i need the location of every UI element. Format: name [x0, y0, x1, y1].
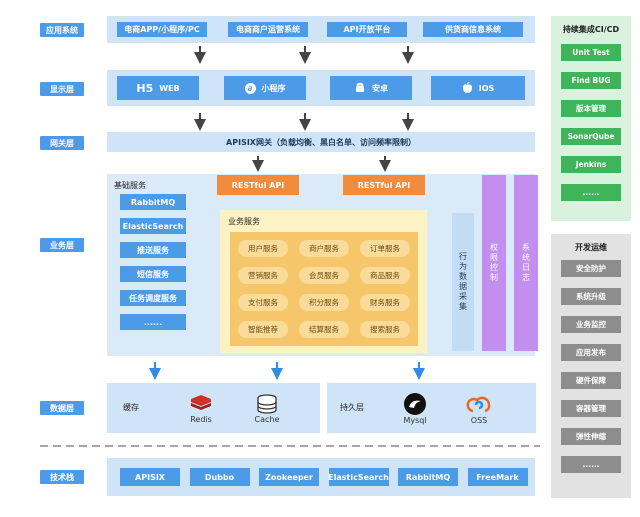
gateway-text: APISIX网关（负载均衡、黑白名单、访问频率限制） — [226, 137, 416, 147]
system-log-bar: 系统日志 — [514, 175, 538, 351]
app-open-api: API开放平台 — [327, 22, 407, 37]
display-ios-label: IOS — [478, 83, 495, 93]
base-service-item: RabbitMQ — [120, 194, 186, 210]
layer-label-display: 显示层 — [40, 82, 84, 96]
redis-icon — [188, 393, 214, 415]
layer-label-app: 应用系统 — [40, 23, 84, 37]
biz-services-title: 业务服务 — [228, 217, 260, 226]
base-service-item: ElasticSearch — [120, 218, 186, 234]
biz-service-item: 商品服务 — [360, 267, 410, 284]
restful-api-left-chip: RESTful API — [217, 175, 299, 195]
cache-title: 缓存 — [123, 403, 139, 412]
cicd-title: 持续集成CI/CD — [562, 24, 620, 34]
biz-service-item: 营销服务 — [238, 267, 288, 284]
tech-stack-item: Dubbo — [189, 468, 250, 486]
ops-item: ...... — [561, 456, 621, 473]
display-web-label: WEB — [159, 83, 180, 93]
restful-api-right-chip: RESTful API — [343, 175, 425, 195]
ops-item: 硬件保障 — [561, 372, 621, 389]
base-service-item: 短信服务 — [120, 266, 186, 282]
app-supplier: 供货商信息系统 — [423, 22, 523, 37]
base-service-item: ...... — [120, 314, 186, 330]
display-miniapp-label: 小程序 — [261, 83, 286, 93]
app-merchant-ops: 电商商户运营系统 — [228, 22, 308, 37]
tech-stack-item: RabbitMQ — [398, 468, 458, 486]
cicd-item: SonarQube — [561, 128, 621, 145]
cicd-item: Unit Test — [561, 44, 621, 61]
ops-title: 开发运维 — [575, 242, 607, 252]
tech-stack-item: ElasticSearch — [328, 468, 389, 486]
app-ecommerce: 电商APP/小程序/PC — [117, 22, 207, 37]
biz-service-item: 结算服务 — [299, 321, 349, 338]
oss-label: OSS — [470, 416, 488, 425]
biz-service-item: 财务服务 — [360, 294, 410, 311]
apple-icon — [462, 82, 472, 93]
biz-service-item: 用户服务 — [238, 240, 288, 257]
base-services-title: 基础服务 — [114, 181, 146, 190]
tech-stack-item: FreeMark — [467, 468, 528, 486]
ops-item: 容器管理 — [561, 400, 621, 417]
tech-stack-item: Zookeeper — [259, 468, 319, 486]
android-icon — [356, 82, 364, 92]
ops-list: 安全防护系统升级业务监控应用发布硬件保障容器管理弹性伸缩...... — [561, 260, 621, 490]
biz-service-item: 搜索服务 — [360, 321, 410, 338]
cicd-item: Jenkins — [561, 156, 621, 173]
tech-stack-item: APISIX — [120, 468, 180, 486]
mysql-label: Mysql — [403, 416, 427, 425]
cicd-item: 版本管理 — [561, 100, 621, 117]
display-android-label: 安卓 — [372, 83, 388, 93]
tech-stack-row: APISIX Dubbo Zookeeper ElasticSearch RabbitM… — [114, 468, 530, 486]
gateway-band — [107, 132, 535, 152]
cache-db-icon — [256, 393, 278, 415]
layer-label-tech: 技术栈 — [40, 470, 84, 484]
cicd-item: ...... — [561, 184, 621, 201]
html5-icon: H5 — [136, 81, 154, 95]
persist-band — [327, 383, 536, 433]
base-service-item: 推送服务 — [120, 242, 186, 258]
redis-label: Redis — [190, 415, 212, 424]
cache-band — [107, 383, 320, 433]
permission-control-bar: 权限控制 — [482, 175, 506, 351]
display-miniapp: ∂ 小程序 — [224, 76, 306, 100]
layer-label-gateway: 网关层 — [40, 136, 84, 150]
biz-service-item: 智能推荐 — [238, 321, 288, 338]
oss-icon — [466, 393, 492, 415]
biz-service-item: 商户服务 — [299, 240, 349, 257]
cicd-item: Find BUG — [561, 72, 621, 89]
layer-label-business: 业务层 — [40, 238, 84, 252]
display-web: H5 WEB — [117, 76, 199, 100]
ops-item: 弹性伸缩 — [561, 428, 621, 445]
biz-service-item: 积分服务 — [299, 294, 349, 311]
ops-item: 安全防护 — [561, 260, 621, 277]
display-ios: IOS — [431, 76, 525, 100]
biz-service-item: 会员服务 — [299, 267, 349, 284]
ops-panel — [551, 234, 631, 498]
persist-title: 持久层 — [340, 403, 364, 412]
base-services-list: RabbitMQ ElasticSearch 推送服务短信服务任务调度服务.....… — [114, 194, 194, 344]
display-android: 安卓 — [330, 76, 412, 100]
biz-service-item: 订单服务 — [360, 240, 410, 257]
mysql-icon — [403, 392, 427, 416]
ops-item: 业务监控 — [561, 316, 621, 333]
miniapp-icon: ∂ — [244, 82, 256, 94]
layer-label-data: 数据层 — [40, 401, 84, 415]
biz-services-grid: 用户服务 商户服务 订单服务营销服务 会员服务 商品服务支付服务 积分服务 财务服务智能推荐… — [230, 232, 418, 346]
biz-service-item: 支付服务 — [238, 294, 288, 311]
ops-item: 应用发布 — [561, 344, 621, 361]
cicd-list: Unit Test Find BUG 版本管理 SonarQube Jenkins...… — [561, 44, 621, 214]
cache-label: Cache — [254, 415, 280, 424]
base-service-item: 任务调度服务 — [120, 290, 186, 306]
ops-item: 系统升级 — [561, 288, 621, 305]
behavior-data-bar: 行为数据采集 — [452, 213, 474, 351]
